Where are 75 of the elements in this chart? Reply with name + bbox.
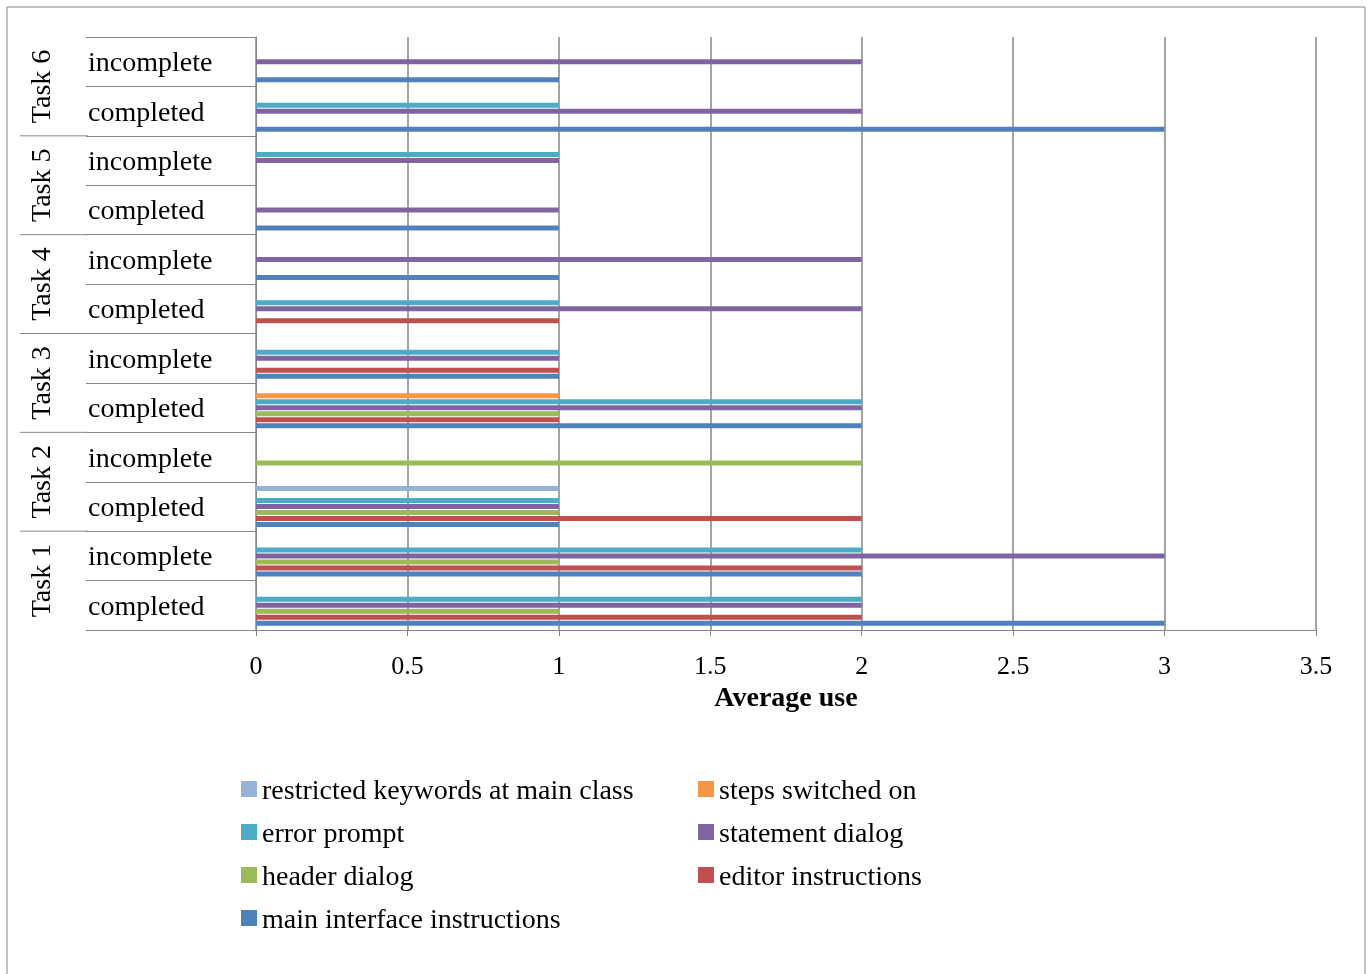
bar — [256, 306, 862, 312]
bar — [256, 423, 862, 429]
bar — [256, 158, 559, 164]
y-tick-label: incomplete — [88, 243, 213, 275]
x-tick-label: 0.5 — [391, 650, 424, 680]
text: Task 2 — [24, 445, 56, 519]
bar — [256, 405, 862, 411]
bar — [256, 565, 862, 571]
bar — [256, 547, 862, 553]
text: Task 1 — [24, 543, 56, 618]
bar — [256, 59, 862, 65]
y-tick-label: completed — [88, 490, 205, 522]
y-tick-label: completed — [88, 392, 205, 424]
y-tick-label: incomplete — [88, 342, 213, 374]
legend-label: statement dialog — [719, 816, 904, 848]
bar — [256, 77, 559, 83]
y-tick-label: completed — [88, 589, 205, 621]
bar — [256, 108, 862, 114]
y-tick-label: completed — [88, 194, 205, 226]
x-tick-label: 3.5 — [1299, 650, 1333, 680]
y-tick-label: incomplete — [88, 540, 213, 572]
legend-label: restricted keywords at main class — [262, 773, 634, 805]
bar — [256, 225, 559, 231]
bar — [256, 571, 862, 577]
bar — [256, 608, 559, 614]
text: Task 4 — [24, 247, 56, 321]
x-axis-title: Average use — [714, 681, 858, 713]
bar — [256, 367, 559, 373]
bar — [256, 602, 862, 608]
bar — [256, 126, 1165, 132]
bar — [256, 411, 559, 417]
x-tick-label: 2 — [855, 650, 869, 680]
bar — [256, 393, 559, 399]
bar — [256, 256, 862, 262]
x-tick-label: 1.5 — [694, 650, 727, 680]
x-tick-label: 1 — [552, 650, 566, 680]
x-tick-label: 0 — [249, 650, 263, 680]
bar — [256, 102, 559, 108]
y-tick-label: completed — [88, 95, 205, 127]
bar — [256, 553, 1165, 559]
bar — [256, 515, 862, 521]
bar — [256, 521, 559, 527]
legend-label: error prompt — [262, 816, 405, 848]
legend-label: editor instructions — [719, 859, 922, 891]
bar — [256, 497, 559, 503]
bar — [256, 349, 559, 355]
text: Task 6 — [24, 49, 56, 124]
bar — [256, 274, 559, 280]
text: Task 3 — [24, 346, 56, 420]
bar — [256, 399, 862, 405]
bar — [256, 300, 559, 306]
legend-label: steps switched on — [719, 773, 917, 805]
y-tick-label: completed — [88, 293, 205, 325]
bar — [256, 559, 559, 565]
bar — [256, 485, 559, 491]
x-tick-label: 2.5 — [996, 650, 1030, 680]
bar — [256, 503, 559, 509]
text: Task 5 — [24, 148, 56, 222]
bar — [256, 207, 559, 213]
y-tick-label: incomplete — [88, 145, 213, 177]
x-tick-label: 3 — [1158, 650, 1172, 680]
bar — [256, 460, 862, 466]
bar — [256, 152, 559, 158]
bar — [256, 596, 862, 602]
legend-label: main interface instructions — [262, 902, 561, 934]
bar — [256, 620, 1165, 626]
bar — [256, 373, 559, 379]
bar — [256, 614, 862, 620]
bar — [256, 355, 559, 361]
y-tick-label: incomplete — [88, 46, 213, 78]
bar — [256, 318, 559, 324]
bar — [256, 417, 559, 423]
bar — [256, 509, 559, 515]
legend-label: header dialog — [262, 859, 414, 891]
y-tick-label: incomplete — [88, 441, 213, 473]
